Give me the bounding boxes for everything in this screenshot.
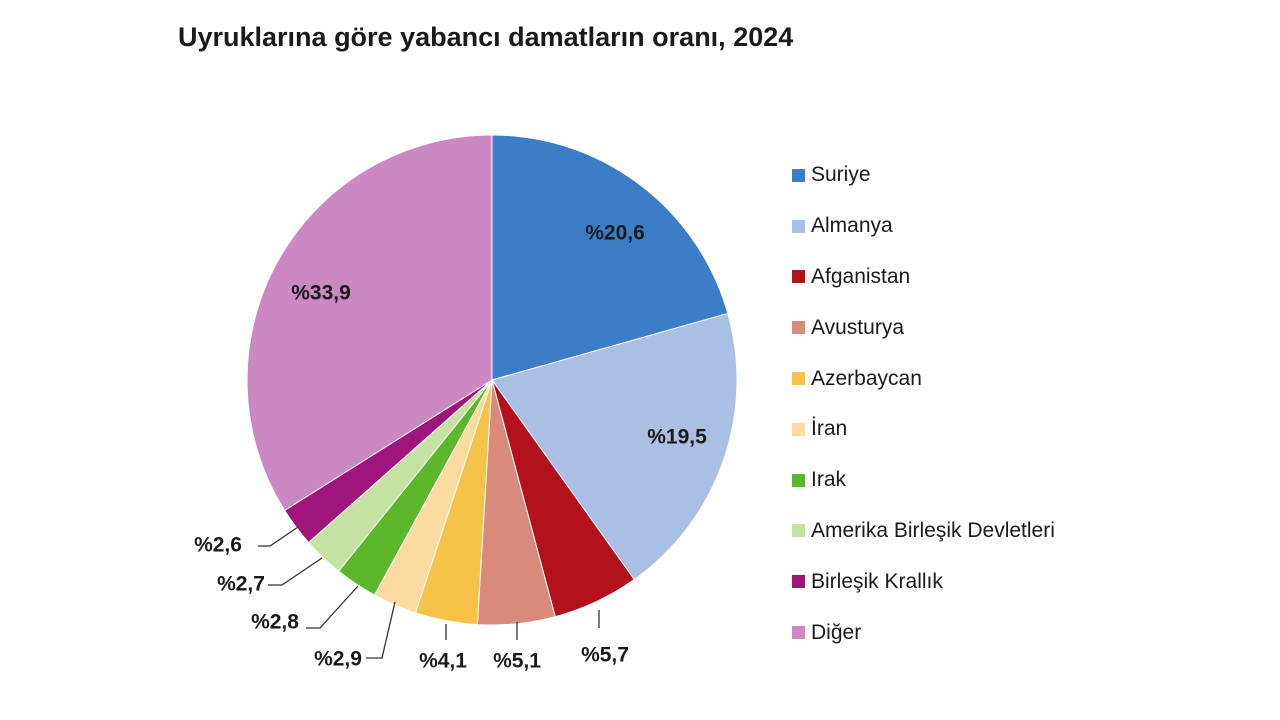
legend-item-5: Azerbaycan <box>792 353 1055 404</box>
data-label-7: %2,8 <box>251 611 299 634</box>
legend-swatch <box>792 422 805 436</box>
legend-label: Irak <box>811 468 847 492</box>
data-label-8: %2,7 <box>217 573 265 596</box>
data-label-1: %20,6 <box>585 222 645 245</box>
legend-swatch <box>792 219 805 233</box>
legend-item-9: Birleşik Krallık <box>792 556 1055 607</box>
legend-swatch <box>792 524 805 538</box>
pie-slice-2 <box>491 312 738 581</box>
pie-slice-1 <box>491 134 729 381</box>
legend-swatch <box>792 270 805 284</box>
leader-line-9 <box>258 526 299 547</box>
data-label-3: %5,7 <box>581 644 629 667</box>
legend-item-7: Irak <box>792 455 1055 506</box>
data-label-6: %2,9 <box>314 648 362 671</box>
legend-label: Almanya <box>811 214 893 238</box>
leader-line-6 <box>366 601 396 659</box>
legend-swatch <box>792 321 805 335</box>
legend-label: Diğer <box>811 620 862 644</box>
legend-item-8: Amerika Birleşik Devletleri <box>792 506 1055 557</box>
legend-label: Azerbaycan <box>811 366 922 390</box>
leader-line-8 <box>268 557 323 586</box>
legend-label: Afganistan <box>811 264 911 288</box>
legend-item-10: Diğer <box>792 607 1055 658</box>
legend-label: İran <box>811 417 848 441</box>
legend-label: Avusturya <box>811 315 904 339</box>
legend-item-1: Suriye <box>792 150 1055 201</box>
legend-swatch <box>792 626 805 640</box>
pie-slice-10 <box>246 134 493 512</box>
legend-label: Amerika Birleşik Devletleri <box>811 518 1055 542</box>
legend-label: Birleşik Krallık <box>811 569 943 593</box>
chart-legend: Suriye Almanya Afganistan Avusturya Azerbayc… <box>792 150 1055 658</box>
legend-swatch <box>792 168 805 182</box>
data-label-5: %4,1 <box>419 650 467 673</box>
pie-chart: %20,6 %19,5 %5,7 %5,1 %4,1 %2,9 %2,8 %2,7 %2,6 %3… <box>194 134 738 673</box>
data-label-10: %33,9 <box>291 282 351 305</box>
legend-swatch <box>792 473 805 487</box>
chart-title: Uyruklarına göre yabancı damatların oran… <box>178 22 794 52</box>
legend-item-2: Almanya <box>792 201 1055 252</box>
legend-swatch <box>792 372 805 386</box>
data-label-9: %2,6 <box>194 534 242 557</box>
legend-item-6: İran <box>792 404 1055 455</box>
legend-item-4: Avusturya <box>792 302 1055 353</box>
legend-label: Suriye <box>811 163 871 187</box>
data-label-4: %5,1 <box>493 650 541 673</box>
leader-line-7 <box>306 585 359 629</box>
data-label-2: %19,5 <box>647 426 707 449</box>
legend-swatch <box>792 575 805 589</box>
legend-item-3: Afganistan <box>792 252 1055 303</box>
